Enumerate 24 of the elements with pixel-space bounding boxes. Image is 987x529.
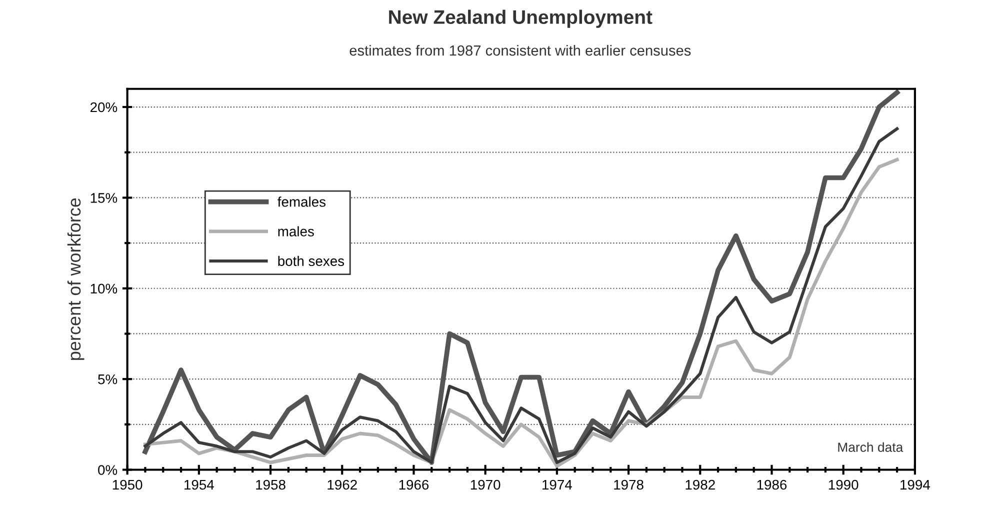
x-tick-label: 1970	[470, 480, 500, 490]
y-tick-label: 20%	[90, 102, 118, 112]
y-tick-label: 15%	[90, 193, 118, 203]
x-tick-label: 1962	[328, 480, 357, 490]
x-tick-label: 1950	[112, 480, 142, 490]
x-tick-label: 1966	[399, 480, 429, 490]
x-tick-label: 1986	[757, 480, 787, 490]
y-tick-label: 5%	[98, 374, 118, 384]
x-tick-label: 1994	[900, 480, 930, 490]
y-axis-title: percent of workforce	[67, 198, 84, 360]
legend-label: females	[278, 196, 326, 207]
x-tick-label: 1978	[614, 480, 644, 490]
x-tick-label: 1982	[686, 480, 715, 490]
legend-label: males	[278, 226, 314, 236]
chart-subtitle: estimates from 1987 consistent with earlier censuses	[350, 44, 691, 56]
y-tick-label: 0%	[98, 465, 118, 475]
y-tick-label: 10%	[90, 284, 118, 294]
x-tick-label: 1990	[828, 480, 858, 490]
x-tick-label: 1958	[256, 480, 286, 490]
annotation: March data	[838, 442, 904, 452]
legend-label: both sexes	[278, 256, 344, 266]
x-tick-label: 1954	[184, 480, 214, 490]
x-tick-label: 1974	[542, 480, 572, 490]
chart-title: New Zealand Unemployment	[389, 10, 652, 28]
